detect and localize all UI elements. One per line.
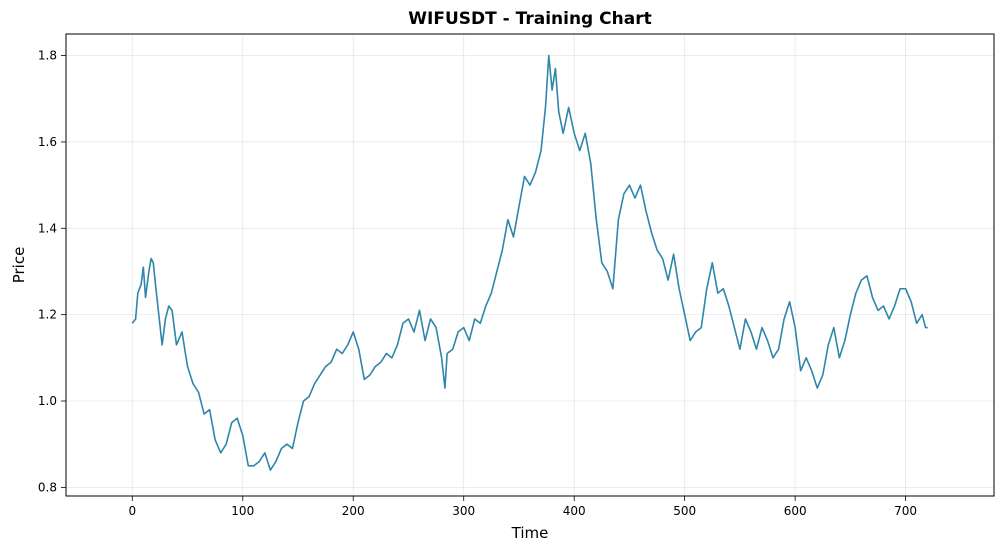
y-tick-label: 0.8 (38, 480, 57, 494)
series-layer (131, 54, 928, 471)
price-series-line (131, 54, 928, 471)
y-axis: 0.8 1.0 1.2 1.4 1.6 1.8 (38, 49, 66, 494)
plot-area-frame (65, 33, 995, 497)
x-tick-label: 500 (673, 504, 696, 518)
y-tick-label: 1.2 (38, 308, 57, 322)
y-tick-label: 1.0 (38, 394, 57, 408)
x-tick-label: 300 (452, 504, 475, 518)
x-tick-label: 700 (894, 504, 917, 518)
chart-title: WIFUSDT - Training Chart (408, 9, 651, 29)
grid (66, 34, 994, 496)
y-tick-label: 1.6 (38, 135, 57, 149)
x-tick-label: 400 (563, 504, 586, 518)
x-tick-label: 100 (231, 504, 254, 518)
y-axis-title: Price (10, 247, 28, 284)
x-axis-title: Time (511, 524, 549, 542)
x-tick-label: 0 (128, 504, 136, 518)
x-tick-label: 600 (784, 504, 807, 518)
y-tick-label: 1.8 (38, 49, 57, 63)
y-tick-label: 1.4 (38, 221, 57, 235)
x-tick-label: 200 (342, 504, 365, 518)
x-axis: 0 100 200 300 400 500 600 700 (128, 496, 917, 518)
